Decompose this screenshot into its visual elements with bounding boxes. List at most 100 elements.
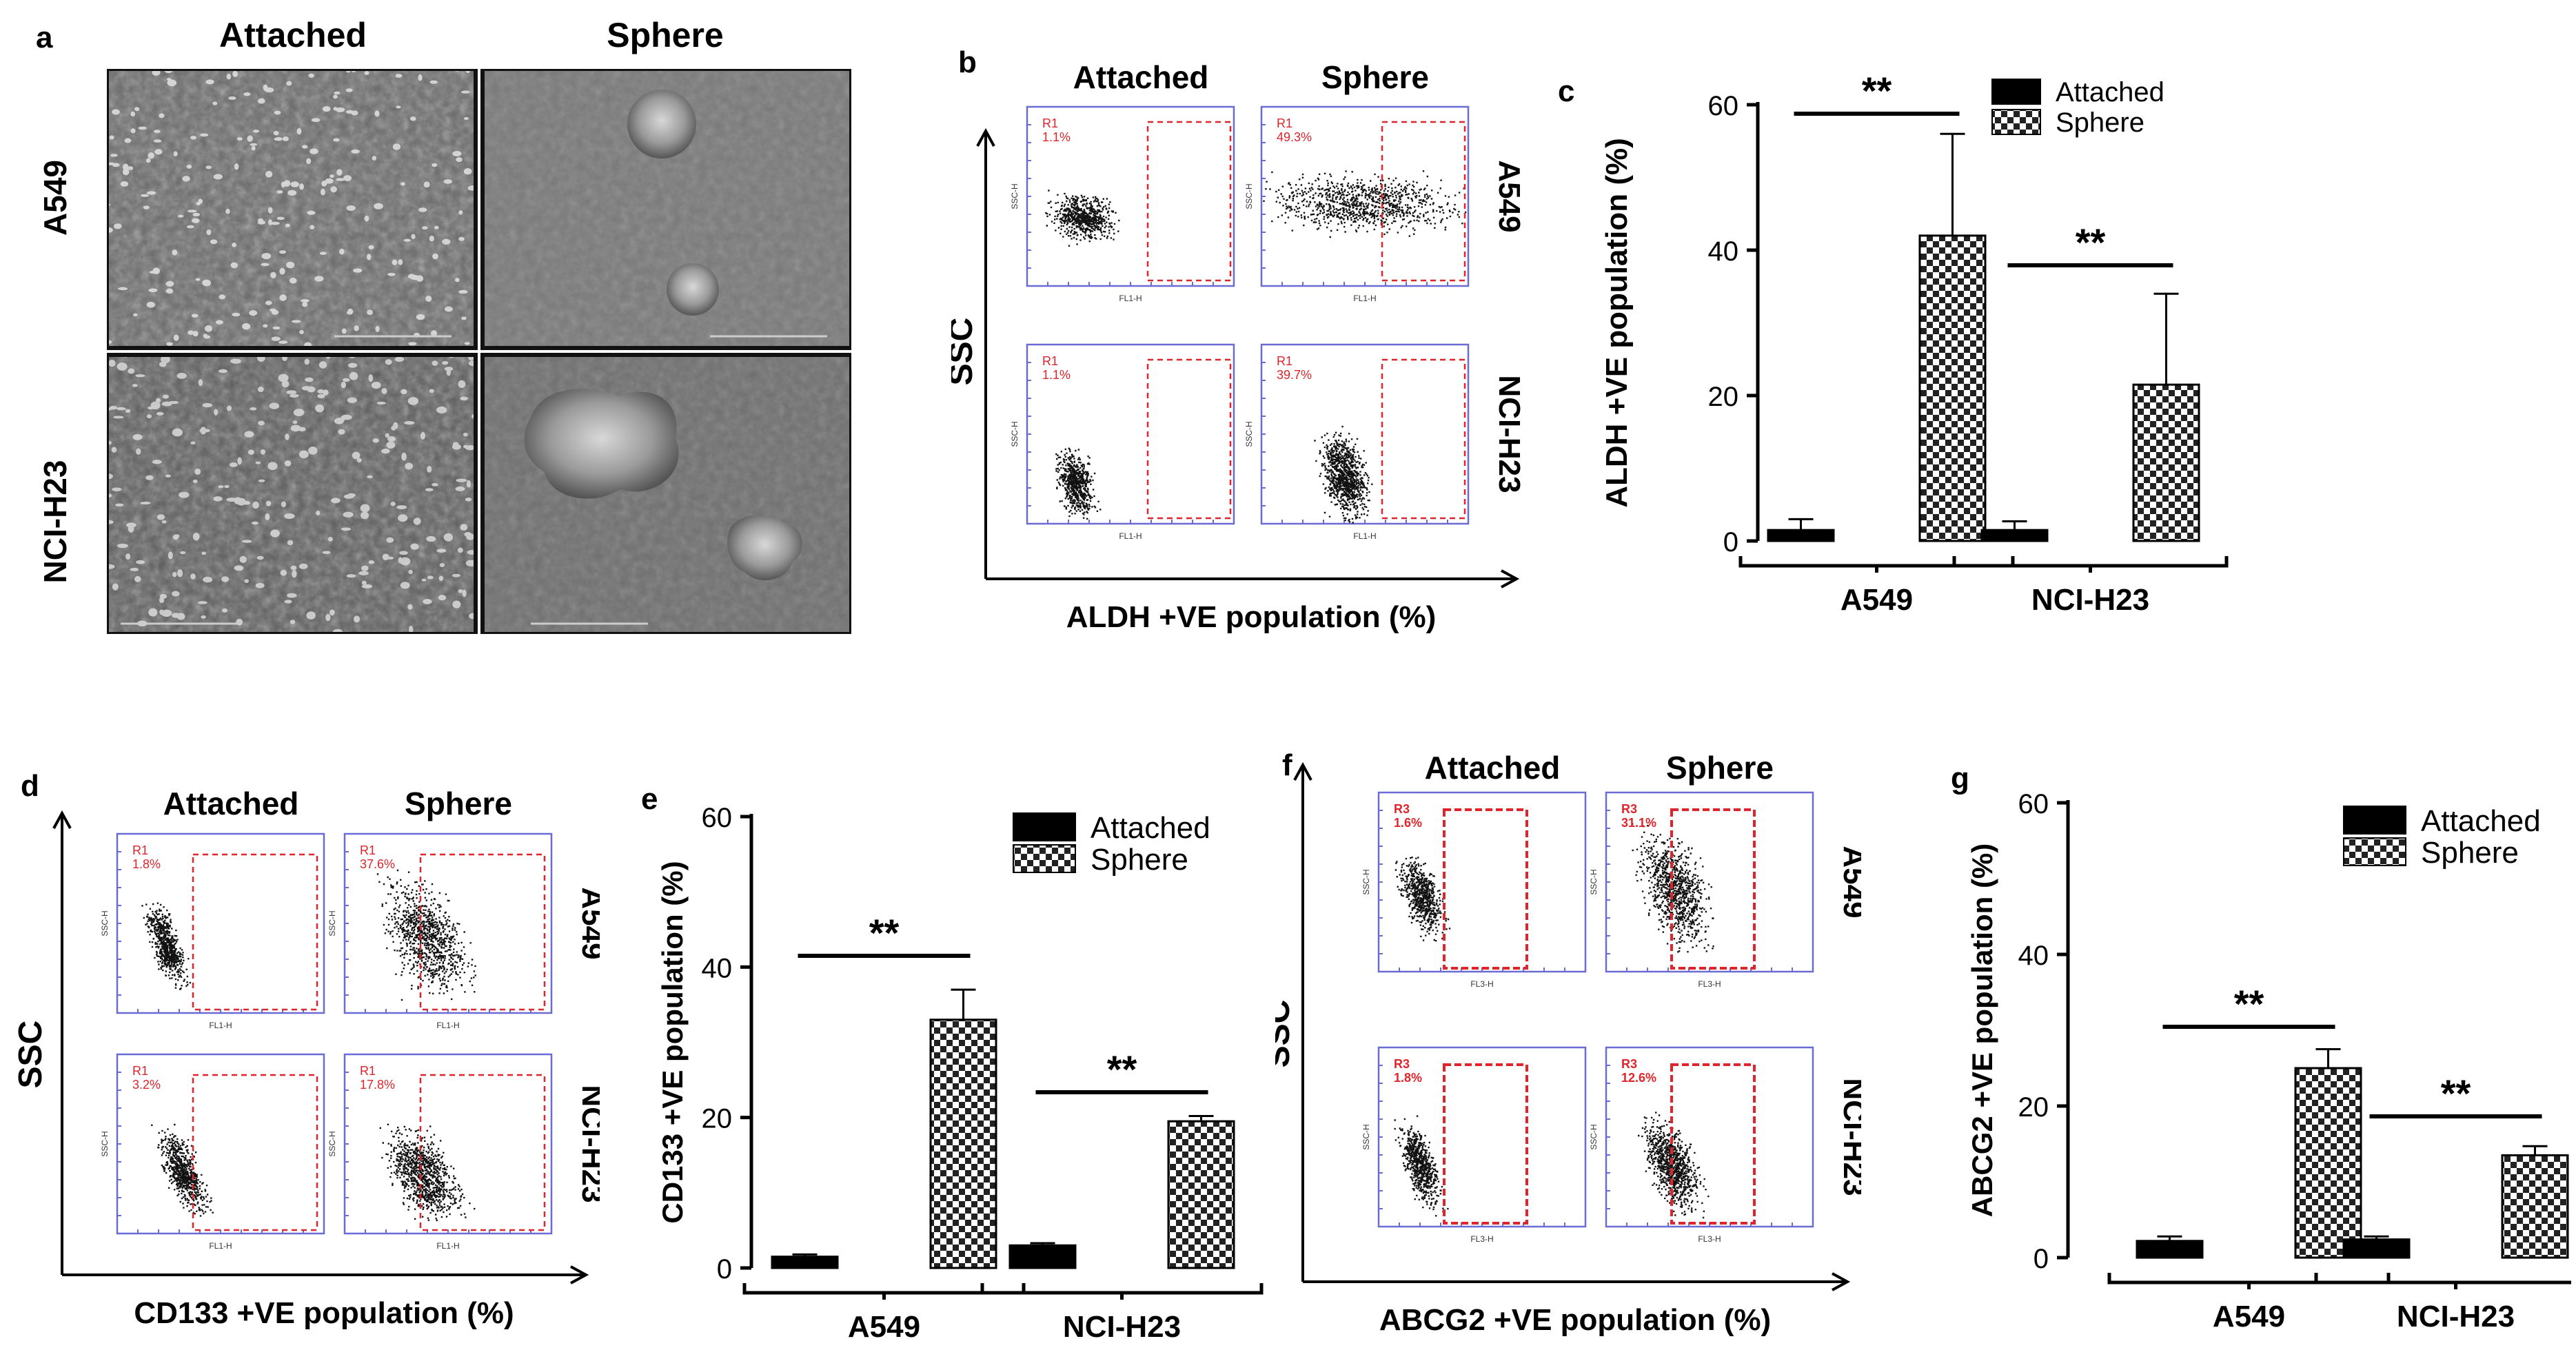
flow-plot-0-0: R11.1% SSC-H FL1-H <box>1010 105 1235 303</box>
flow-x-arrow <box>1501 569 1520 589</box>
bar-A549-Sphere <box>2294 1067 2362 1259</box>
panel-b-row-0: A549 <box>1492 160 1526 232</box>
flow-y-arrow <box>1293 761 1312 781</box>
panel-b-flow: b Attached Sphere SSC ALDH +VE population (%… <box>943 41 1537 641</box>
flow-plot-1-0: R11.1% SSC-H FL1-H <box>1010 343 1235 541</box>
plot-y-label: SSC-H <box>1361 869 1371 894</box>
chart-c: 0 20 40 60 ALDH +VE population (%) ** A549 ** NC… <box>1600 69 2229 617</box>
gate-value: 1.6% <box>1394 816 1422 830</box>
category-label: NCI-H23 <box>2397 1300 2515 1333</box>
y-tick-label: 60 <box>2018 789 2049 819</box>
dot-cloud <box>379 1123 476 1222</box>
legend-swatch <box>1991 79 2041 105</box>
panel-label-a: a <box>36 21 53 54</box>
flow-x-label: CD133 +VE population (%) <box>134 1296 514 1330</box>
panel-d-col-attached: Attached <box>163 786 299 821</box>
flow-plot-1-0: R31.8% SSC-H FL3-H <box>1361 1046 1587 1244</box>
flow-plot-0-0: R31.6% SSC-H FL3-H <box>1361 791 1587 989</box>
panel-a-col-attached: Attached <box>219 16 367 54</box>
flow-plot-0-0: R11.8% SSC-H FL1-H <box>100 832 325 1030</box>
plot-y-label: SSC-H <box>327 910 337 936</box>
category-label: NCI-H23 <box>2031 583 2149 617</box>
flow-x-label: ALDH +VE population (%) <box>1066 600 1437 634</box>
gate-name: R3 <box>1394 802 1410 816</box>
panel-label-d: d <box>21 769 39 803</box>
gate-name: R1 <box>1277 354 1292 368</box>
plot-y-label: SSC-H <box>1361 1124 1371 1149</box>
panel-b-col-sphere: Sphere <box>1321 59 1429 95</box>
gate-value: 37.6% <box>360 857 395 871</box>
plot-y-label: SSC-H <box>100 1131 110 1156</box>
dot-cloud <box>1638 1112 1710 1219</box>
dot-cloud <box>141 902 191 990</box>
flow-y-label: SSC <box>1275 1000 1297 1068</box>
plot-frame <box>343 1053 553 1235</box>
y-tick-label: 40 <box>2018 941 2049 971</box>
gate-name: R1 <box>1042 116 1058 130</box>
micrograph-a549-sphere <box>483 69 851 348</box>
plot-frame <box>1026 105 1235 287</box>
panel-d-col-sphere: Sphere <box>405 786 512 821</box>
panel-b-row-1: NCI-H23 <box>1492 375 1526 493</box>
panel-f-flow: f Attached Sphere SSC ABCG2 +VE population (… <box>1260 744 1871 1344</box>
plot-y-label: SSC-H <box>1589 1124 1599 1149</box>
dot-cloud <box>1394 1115 1449 1217</box>
panel-d-flow: d Attached Sphere SSC CD133 +VE population (… <box>12 765 609 1344</box>
plot-x-label: FL3-H <box>1698 979 1721 989</box>
gate-rect <box>1381 358 1466 520</box>
chart-e: 0 20 40 60 CD133 +VE population (%) ** A549 ** N… <box>656 803 1264 1344</box>
plot-x-label: FL1-H <box>436 1021 459 1030</box>
panel-label-g: g <box>1951 761 1969 795</box>
gate-name: R1 <box>360 843 376 857</box>
y-tick-label: 40 <box>702 953 733 983</box>
micrograph-ncih23-sphere <box>483 355 851 634</box>
panel-b-col-attached: Attached <box>1073 59 1209 95</box>
gate-rect <box>192 853 318 1011</box>
plot-y-label: SSC-H <box>1589 869 1599 894</box>
significance-mark: ** <box>2076 221 2106 264</box>
gate-value: 12.6% <box>1621 1071 1656 1085</box>
micrograph-ncih23-attached <box>107 351 479 634</box>
panel-label-e: e <box>641 782 658 816</box>
gate-rect <box>1670 1063 1756 1225</box>
plot-x-label: FL1-H <box>1119 531 1142 541</box>
plot-y-label: SSC-H <box>1244 183 1254 209</box>
panel-f-row-0: A549 <box>1837 846 1861 918</box>
legend-label: Attached <box>2056 77 2164 108</box>
panel-label-f: f <box>1282 748 1292 782</box>
legend-label: Sphere <box>1091 843 1188 877</box>
flow-x-arrow <box>1832 1272 1851 1291</box>
group-bracket <box>2314 1273 2571 1285</box>
panel-a-row-ncih23: NCI-H23 <box>37 460 73 584</box>
plot-x-label: FL1-H <box>1353 531 1376 541</box>
category-label: A549 <box>1840 583 1913 617</box>
panel-d-row-1: NCI-H23 <box>576 1085 600 1203</box>
plot-x-label: FL1-H <box>436 1241 459 1251</box>
plot-frame <box>1605 791 1814 973</box>
gate-value: 39.7% <box>1277 368 1312 382</box>
significance-mark: ** <box>1107 1047 1137 1091</box>
category-label: A549 <box>848 1310 920 1344</box>
panel-d-row-0: A549 <box>576 887 600 959</box>
y-axis-label: CD133 +VE population (%) <box>656 861 689 1223</box>
bar-A549-Attached <box>771 1256 839 1269</box>
bar-NCI-H23-Sphere <box>2132 383 2200 542</box>
legend-swatch <box>1991 109 2041 135</box>
plot-x-label: FL3-H <box>1698 1234 1721 1244</box>
flow-y-label: SSC <box>951 318 980 386</box>
legend-label: Sphere <box>2421 836 2519 870</box>
panel-a-col-sphere: Sphere <box>607 16 724 54</box>
legend-swatch <box>2343 806 2406 835</box>
gate-name: R3 <box>1621 802 1637 816</box>
y-tick-label: 60 <box>1708 91 1739 121</box>
dot-cloud <box>376 869 476 1001</box>
gate-value: 1.8% <box>132 857 161 871</box>
y-tick-label: 20 <box>1708 382 1739 412</box>
flow-y-arrow <box>976 127 995 147</box>
flow-plot-1-0: R13.2% SSC-H FL1-H <box>100 1053 325 1251</box>
panel-label-b: b <box>958 45 977 79</box>
flow-y-label: SSC <box>14 1021 49 1089</box>
bar-NCI-H23-Attached <box>1008 1244 1077 1269</box>
